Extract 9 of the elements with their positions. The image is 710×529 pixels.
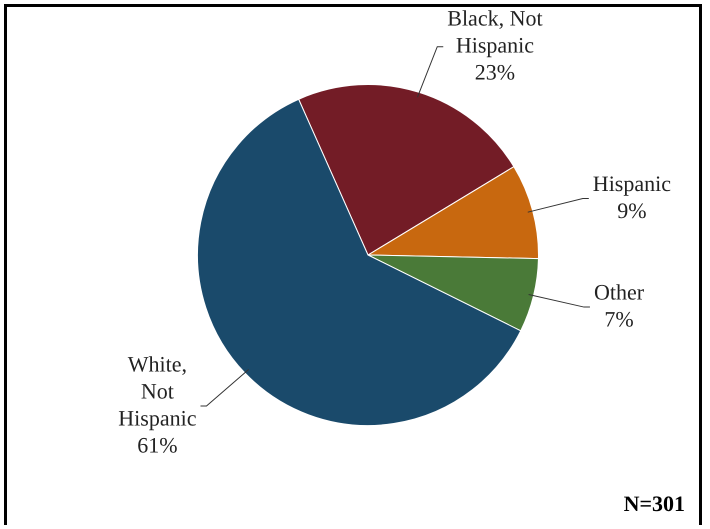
slice-label: White, Not Hispanic (118, 351, 197, 430)
slice-label: Black, Not Hispanic (447, 6, 543, 58)
data-label: 61% (137, 432, 178, 458)
data-label: 23% (474, 60, 516, 85)
slice-label: Hispanic (592, 170, 672, 196)
data-label: 7% (604, 306, 634, 332)
data-label: 9% (617, 198, 647, 223)
slice-label: Other (594, 279, 645, 304)
text: N=301 (624, 491, 685, 517)
